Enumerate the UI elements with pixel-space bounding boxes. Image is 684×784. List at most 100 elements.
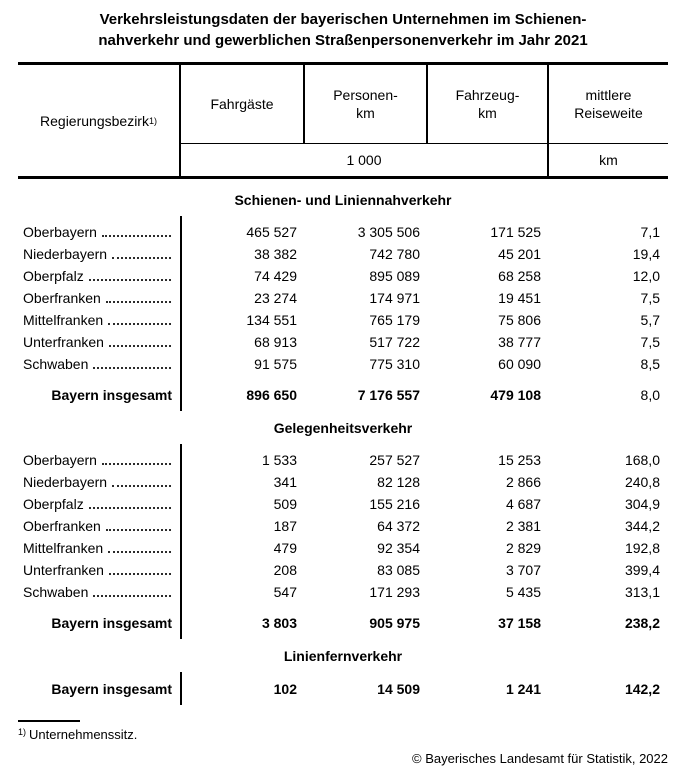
reiseweite-value: 7,5 xyxy=(640,290,660,306)
footnote-divider xyxy=(18,720,80,722)
region-label: Bayern insgesamt xyxy=(51,681,172,697)
table-section: Schienen- und Liniennahverkehr Oberbayer… xyxy=(18,192,668,411)
column-header-fahrzeug-km: Fahrzeug- km xyxy=(426,65,547,143)
fahrgaeste-value: 509 xyxy=(273,496,297,512)
region-label: Oberbayern xyxy=(23,452,97,468)
table-row: Niederbayern 341 82 128 2 866 240,8 xyxy=(18,471,668,493)
row-label-cell: Schwaben xyxy=(18,353,181,375)
fahrgaeste-value: 341 xyxy=(273,474,297,490)
personen-km-value: 765 179 xyxy=(369,312,420,328)
total-row: Bayern insgesamt 896 650 7 176 557 479 1… xyxy=(18,383,668,407)
personen-km-value: 257 527 xyxy=(369,452,420,468)
table-section: Gelegenheitsverkehr Oberbayern 1 533 257… xyxy=(18,420,668,639)
fahrzeug-km-value: 19 451 xyxy=(498,290,541,306)
reiseweite-value: 238,2 xyxy=(624,615,660,631)
row-label-cell: Unterfranken xyxy=(18,331,181,353)
dotted-leader xyxy=(93,367,171,369)
table-section: Linienfernverkehr Bayern insgesamt 102 1… xyxy=(18,648,668,705)
dotted-leader xyxy=(105,529,171,531)
units-km-label: km xyxy=(547,143,668,176)
personen-km-value: 82 128 xyxy=(377,474,420,490)
region-label: Niederbayern xyxy=(23,474,108,490)
region-label: Mittelfranken xyxy=(23,540,104,556)
region-label: Schwaben xyxy=(23,356,89,372)
fahrgaeste-value: 74 429 xyxy=(254,268,297,284)
dotted-leader xyxy=(112,485,171,487)
region-label: Niederbayern xyxy=(23,246,108,262)
units-thousand-label: 1 000 xyxy=(181,143,547,176)
section-rows: Oberbayern 1 533 257 527 15 253 168,0 Ni… xyxy=(18,444,668,639)
table-sections: Schienen- und Liniennahverkehr Oberbayer… xyxy=(18,192,668,705)
reiseweite-value: 8,0 xyxy=(640,387,660,403)
reiseweite-value: 192,8 xyxy=(624,540,660,556)
fahrgaeste-value: 68 913 xyxy=(254,334,297,350)
fahrgaeste-value: 896 650 xyxy=(246,387,297,403)
reiseweite-value: 7,5 xyxy=(640,334,660,350)
region-label: Oberfranken xyxy=(23,290,101,306)
reiseweite-value: 344,2 xyxy=(624,518,660,534)
fahrzeug-km-value: 3 707 xyxy=(505,562,541,578)
table-row: Oberfranken 23 274 174 971 19 451 7,5 xyxy=(18,287,668,309)
region-label: Oberbayern xyxy=(23,224,97,240)
fahrzeug-km-value: 479 108 xyxy=(490,387,541,403)
region-label: Oberpfalz xyxy=(23,268,84,284)
column-header-mittlere-reiseweite: mittlere Reiseweite xyxy=(547,65,668,143)
table-row: Mittelfranken 479 92 354 2 829 192,8 xyxy=(18,537,668,559)
section-title: Schienen- und Liniennahverkehr xyxy=(234,192,452,208)
section-rows: Oberbayern 465 527 3 305 506 171 525 7,1… xyxy=(18,216,668,411)
personen-km-value: 775 310 xyxy=(369,356,420,372)
reiseweite-value: 168,0 xyxy=(624,452,660,468)
footnote-marker: 1) xyxy=(18,727,27,737)
dotted-leader xyxy=(88,279,171,281)
personen-km-value: 171 293 xyxy=(369,584,420,600)
reiseweite-value: 240,8 xyxy=(624,474,660,490)
dotted-leader xyxy=(112,257,171,259)
reiseweite-value: 12,0 xyxy=(632,268,660,284)
table-row: Oberbayern 1 533 257 527 15 253 168,0 xyxy=(18,449,668,471)
table-row: Mittelfranken 134 551 765 179 75 806 5,7 xyxy=(18,309,668,331)
row-label-cell: Oberbayern xyxy=(18,449,181,471)
fahrgaeste-value: 547 xyxy=(273,584,297,600)
reiseweite-value: 142,2 xyxy=(624,681,660,697)
region-label: Bayern insgesamt xyxy=(51,615,172,631)
fahrzeug-km-value: 1 241 xyxy=(505,681,541,697)
table-row: Oberpfalz 509 155 216 4 687 304,9 xyxy=(18,493,668,515)
table-row: Niederbayern 38 382 742 780 45 201 19,4 xyxy=(18,243,668,265)
table-row: Oberpfalz 74 429 895 089 68 258 12,0 xyxy=(18,265,668,287)
row-label-cell: Bayern insgesamt xyxy=(18,677,181,701)
row-label-cell: Niederbayern xyxy=(18,243,181,265)
section-rows: Bayern insgesamt 102 14 509 1 241 142,2 xyxy=(18,672,668,705)
row-label-cell: Mittelfranken xyxy=(18,537,181,559)
reiseweite-value: 399,4 xyxy=(624,562,660,578)
table-header: Regierungsbezirk 1) Fahrgäste Personen- k… xyxy=(18,62,668,179)
fahrzeug-km-value: 15 253 xyxy=(498,452,541,468)
row-label-cell: Niederbayern xyxy=(18,471,181,493)
personen-km-value: 7 176 557 xyxy=(357,387,420,403)
page-title: Verkehrsleistungsdaten der bayerischen U… xyxy=(18,9,668,51)
fahrzeug-km-value: 4 687 xyxy=(505,496,541,512)
reiseweite-value: 313,1 xyxy=(624,584,660,600)
row-label-cell: Oberpfalz xyxy=(18,493,181,515)
table-row: Unterfranken 68 913 517 722 38 777 7,5 xyxy=(18,331,668,353)
copyright-notice: © Bayerisches Landesamt für Statistik, 2… xyxy=(412,751,668,766)
page-title-line1: Verkehrsleistungsdaten der bayerischen U… xyxy=(99,11,587,28)
row-label-cell: Bayern insgesamt xyxy=(18,611,181,635)
region-label: Unterfranken xyxy=(23,334,104,350)
column-header-regierungsbezirk-label: Regierungsbezirk xyxy=(40,112,149,129)
region-label: Unterfranken xyxy=(23,562,104,578)
total-row: Bayern insgesamt 102 14 509 1 241 142,2 xyxy=(18,677,668,701)
region-label: Bayern insgesamt xyxy=(51,387,172,403)
row-label-cell: Oberbayern xyxy=(18,221,181,243)
row-label-cell: Oberfranken xyxy=(18,515,181,537)
personen-km-value: 517 722 xyxy=(369,334,420,350)
dotted-leader xyxy=(93,595,171,597)
column-header-regierungsbezirk: Regierungsbezirk 1) xyxy=(18,65,181,176)
region-label: Schwaben xyxy=(23,584,89,600)
dotted-leader xyxy=(108,345,171,347)
reiseweite-value: 304,9 xyxy=(624,496,660,512)
fahrzeug-km-value: 60 090 xyxy=(498,356,541,372)
personen-km-value: 83 085 xyxy=(377,562,420,578)
region-label: Oberfranken xyxy=(23,518,101,534)
fahrzeug-km-value: 68 258 xyxy=(498,268,541,284)
dotted-leader xyxy=(105,301,171,303)
